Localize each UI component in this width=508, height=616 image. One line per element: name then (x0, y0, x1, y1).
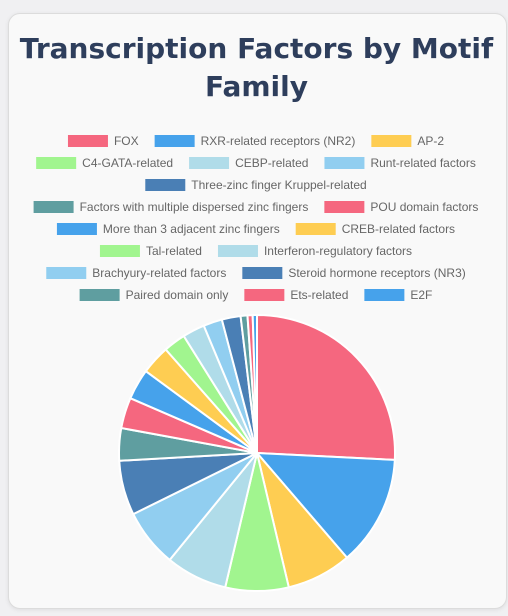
pie-slice[interactable] (254, 451, 396, 560)
legend-label[interactable]: Runt-related factors (370, 156, 475, 170)
legend-swatch (324, 201, 365, 213)
pie-slice[interactable] (251, 313, 258, 454)
legend-label[interactable]: Paired domain only (126, 288, 229, 302)
legend-label[interactable]: CEBP-related (235, 156, 308, 170)
legend-swatch (36, 157, 77, 169)
legend-swatch (33, 201, 74, 213)
legend: FOX RXR-related receptors (NR2) AP-2 C4-GAT… (33, 134, 478, 302)
legend-swatch (145, 179, 186, 191)
legend-label[interactable]: More than 3 adjacent zinc fingers (103, 222, 280, 236)
pie (118, 313, 396, 592)
legend-label[interactable]: Steroid hormone receptors (NR3) (288, 266, 465, 280)
legend-label[interactable]: E2F (410, 288, 432, 302)
legend-label[interactable]: Factors with multiple dispersed zinc fin… (80, 200, 309, 214)
legend-swatch (295, 223, 336, 235)
legend-label[interactable]: Three-zinc finger Kruppel-related (191, 178, 366, 192)
legend-swatch (189, 157, 230, 169)
legend-swatch (364, 289, 405, 301)
legend-swatch (371, 135, 412, 147)
legend-label[interactable]: Tal-related (146, 244, 202, 258)
legend-swatch (67, 135, 108, 147)
legend-swatch (154, 135, 195, 147)
legend-label[interactable]: Interferon-regulatory factors (264, 244, 412, 258)
legend-label[interactable]: C4-GATA-related (82, 156, 173, 170)
legend-label[interactable]: Ets-related (290, 288, 348, 302)
legend-swatch (56, 223, 97, 235)
legend-swatch (217, 245, 258, 257)
legend-label[interactable]: AP-2 (417, 134, 444, 148)
legend-swatch (244, 289, 285, 301)
legend-label[interactable]: Brachyury-related factors (92, 266, 226, 280)
legend-swatch (46, 267, 87, 279)
legend-swatch (324, 157, 365, 169)
legend-swatch (99, 245, 140, 257)
legend-label[interactable]: FOX (114, 134, 139, 148)
legend-label[interactable]: POU domain factors (370, 200, 478, 214)
pie-slice[interactable] (256, 313, 396, 461)
legend-swatch (242, 267, 283, 279)
legend-label[interactable]: RXR-related receptors (NR2) (201, 134, 356, 148)
legend-label[interactable]: CREB-related factors (342, 222, 455, 236)
chart-title: Transcription Factors by Motif Family (19, 32, 494, 103)
legend-swatch (79, 289, 120, 301)
